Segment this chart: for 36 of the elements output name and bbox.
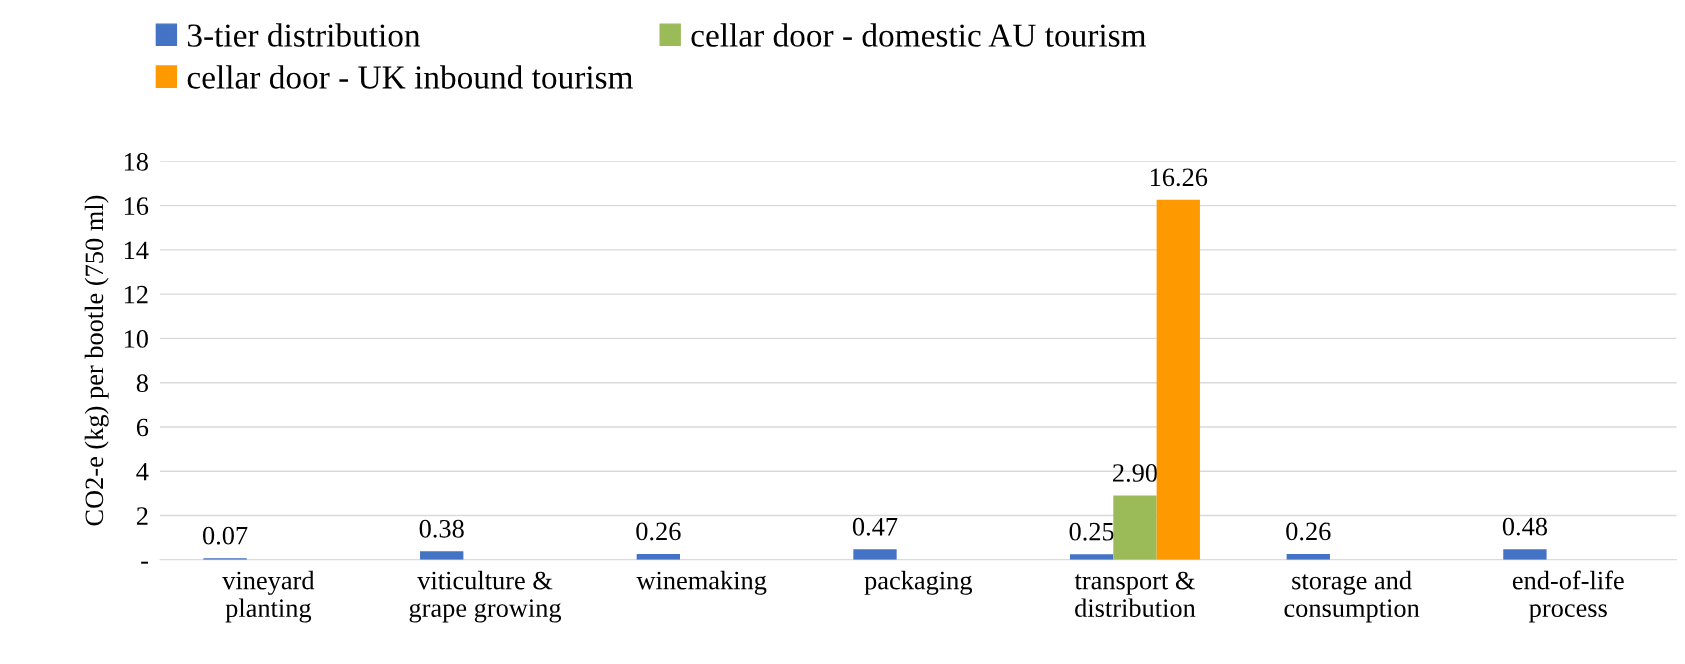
- legend-label: 3-tier distribution: [187, 23, 421, 47]
- x-tick-label: end-of-life process: [1512, 570, 1624, 623]
- legend-label: cellar door - UK inbound tourism: [187, 65, 633, 89]
- x-tick-label: winemaking: [636, 570, 767, 595]
- bar: [420, 551, 464, 560]
- y-tick-label: 18: [124, 152, 148, 171]
- data-label: 0.38: [419, 519, 464, 538]
- y-tick-label: 14: [124, 241, 149, 260]
- y-tick-label: 10: [124, 330, 148, 348]
- y-tick-label: 4: [136, 463, 149, 481]
- legend-label: cellar door - domestic AU tourism: [691, 23, 1147, 47]
- bar: [1113, 495, 1157, 560]
- x-tick-label: viticulture & grape growing: [409, 570, 562, 623]
- data-label: 0.48: [1502, 517, 1548, 536]
- y-tick-label: 16: [124, 197, 149, 216]
- x-tick-label: packaging: [864, 570, 973, 595]
- bar: [1503, 549, 1547, 560]
- y-tick-label: 2: [136, 507, 148, 525]
- data-label: 0.07: [202, 526, 248, 545]
- x-tick-label: vineyard planting: [222, 570, 315, 623]
- y-tick-label: 12: [124, 285, 148, 304]
- data-label: 0.25: [1069, 522, 1114, 541]
- y-tick-label: -: [141, 561, 149, 564]
- data-label: 0.26: [636, 522, 681, 541]
- data-label: 0.47: [852, 517, 898, 536]
- y-axis-title: CO2-e (kg) per bootle (750 ml): [84, 195, 109, 526]
- x-tick-label: storage and consumption: [1284, 570, 1420, 623]
- data-label: 2.90: [1113, 464, 1158, 482]
- bar: [853, 549, 897, 560]
- y-tick-label: 6: [136, 418, 149, 437]
- data-label: 0.26: [1286, 522, 1331, 541]
- x-tick-label: transport & distribution: [1074, 571, 1196, 618]
- y-tick-label: 8: [136, 374, 148, 393]
- bar: [1069, 554, 1114, 560]
- bar: [1156, 199, 1200, 560]
- data-label: 16.26: [1150, 168, 1208, 187]
